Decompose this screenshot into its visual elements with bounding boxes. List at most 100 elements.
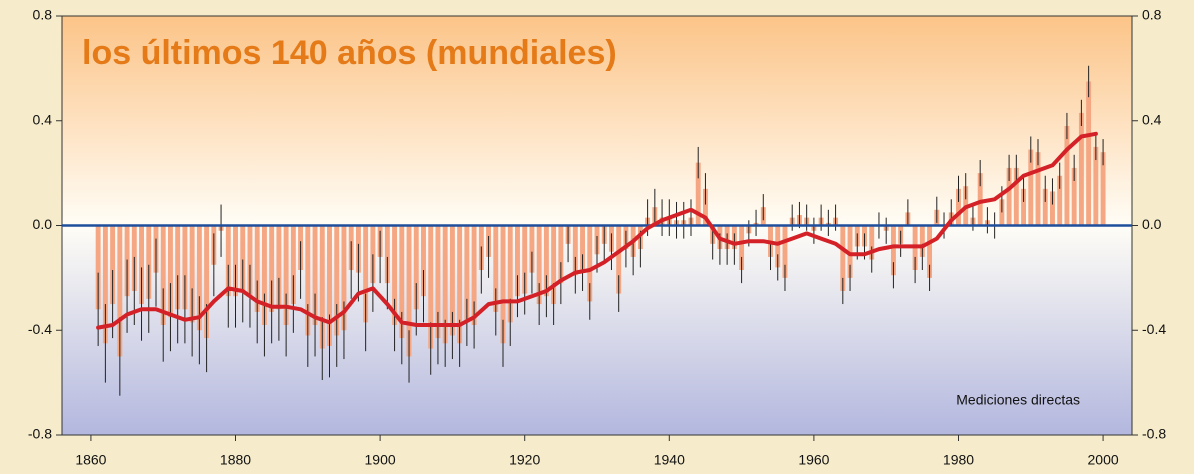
bar — [956, 188, 961, 226]
bar — [739, 225, 745, 271]
bar — [572, 225, 578, 276]
y-tick-label: 0.4 — [33, 111, 53, 127]
bar — [312, 225, 318, 326]
bar — [276, 225, 282, 310]
bar — [782, 225, 788, 278]
bar — [261, 225, 267, 326]
y2-tick-label: 0.8 — [1142, 7, 1162, 23]
bar — [1028, 149, 1034, 226]
bar — [406, 225, 412, 357]
bar — [775, 225, 781, 268]
bar — [290, 225, 296, 305]
bar — [1042, 188, 1048, 226]
bar — [1035, 152, 1041, 226]
bar — [421, 225, 426, 297]
bar — [146, 225, 152, 299]
bar — [283, 225, 289, 326]
bar — [919, 225, 925, 257]
bar — [1086, 81, 1092, 226]
bar — [1078, 112, 1084, 226]
bar — [471, 225, 477, 326]
bar — [167, 225, 173, 318]
bar — [95, 225, 101, 310]
bar — [927, 225, 933, 278]
y-tick-label: -0.4 — [28, 321, 52, 337]
bar — [1021, 188, 1027, 226]
bar — [616, 225, 622, 294]
bar — [847, 225, 853, 278]
bar — [1013, 167, 1019, 226]
bar — [341, 225, 347, 331]
bar — [507, 225, 513, 323]
bar — [522, 225, 528, 294]
bar — [160, 225, 166, 326]
bar — [840, 225, 846, 291]
bar — [558, 225, 564, 284]
smooth-line — [96, 131, 1098, 330]
y-tick-label: 0.8 — [33, 7, 53, 23]
x-tick-label: 1880 — [220, 452, 251, 468]
bar — [536, 225, 542, 305]
bar — [327, 225, 332, 346]
bar — [869, 225, 875, 260]
bar — [1050, 191, 1055, 226]
bar — [515, 225, 520, 297]
bar — [1064, 125, 1070, 226]
bar — [702, 188, 708, 226]
bar — [457, 225, 463, 344]
bar — [225, 225, 231, 297]
bar — [428, 225, 434, 349]
bar — [500, 225, 506, 344]
y-tick-label: 0.0 — [33, 216, 53, 232]
y2-tick-label: 0.4 — [1142, 111, 1162, 127]
chart-title: los últimos 140 años (mundiales) — [82, 34, 617, 72]
bar — [247, 225, 253, 297]
bar — [392, 225, 398, 326]
bar — [196, 225, 202, 331]
bar — [551, 225, 557, 305]
bar — [442, 225, 448, 344]
annotation: Mediciones directas — [956, 392, 1080, 408]
y-tick-label: -0.8 — [28, 426, 52, 442]
bar — [587, 225, 593, 302]
bar — [1071, 167, 1077, 226]
bar — [464, 225, 470, 323]
bar — [695, 162, 701, 226]
bar — [363, 225, 369, 323]
bar — [139, 225, 144, 305]
bar — [110, 225, 116, 305]
x-tick-label: 2000 — [1088, 452, 1119, 468]
bar — [977, 173, 983, 226]
y2-tick-label: -0.8 — [1142, 426, 1166, 442]
bar — [240, 225, 246, 291]
bar — [1006, 167, 1012, 226]
x-tick-label: 1940 — [654, 452, 685, 468]
bar — [1100, 152, 1106, 226]
bar — [890, 225, 896, 276]
bar — [580, 225, 585, 273]
x-tick-label: 1900 — [365, 452, 396, 468]
bar — [449, 225, 455, 336]
x-tick-label: 1960 — [798, 452, 829, 468]
bar — [529, 225, 535, 273]
x-tick-label: 1860 — [75, 452, 106, 468]
bar — [435, 225, 441, 339]
bar — [399, 225, 405, 339]
bar — [334, 225, 340, 336]
bar — [102, 225, 108, 344]
bar — [189, 225, 195, 323]
bar — [493, 225, 499, 312]
bar — [117, 225, 123, 357]
bar — [1093, 146, 1099, 226]
bar — [254, 225, 260, 312]
bar — [543, 225, 549, 297]
bar — [305, 225, 311, 336]
x-tick-label: 1980 — [943, 452, 974, 468]
bar — [233, 225, 238, 297]
y2-tick-label: 0.0 — [1142, 216, 1162, 232]
bar — [175, 225, 181, 310]
bar — [1057, 175, 1063, 226]
bar — [269, 225, 275, 312]
bar — [319, 225, 325, 349]
